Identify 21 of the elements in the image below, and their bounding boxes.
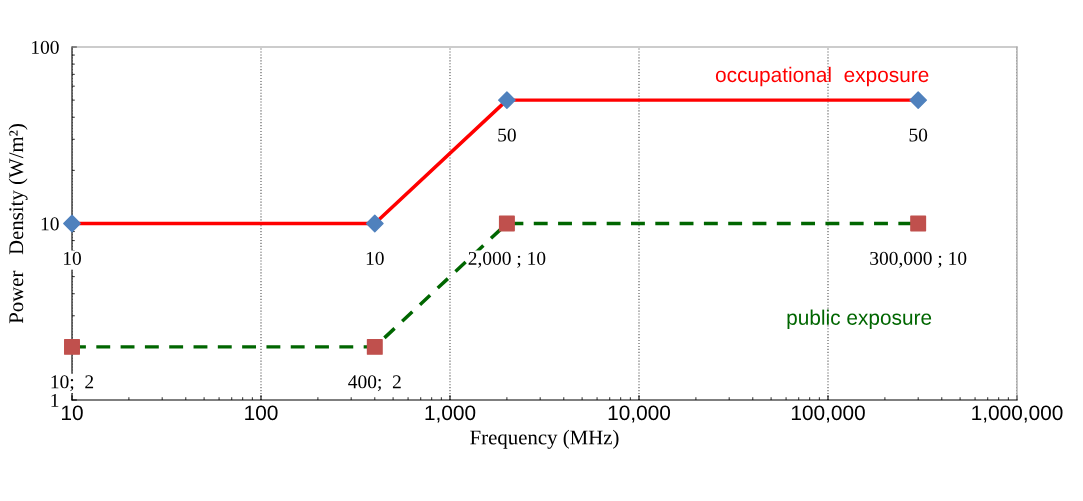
data-label: 300,000 ; 10 [870,251,967,268]
x-tick-label: 100 [245,405,278,421]
data-label: 10; 2 [51,375,94,392]
y-tick-label: 100 [32,40,59,54]
data-label: 2,000 ; 10 [468,251,546,268]
data-label: 400; 2 [348,375,401,392]
y-tick-label: 10 [41,217,59,231]
y-axis-title: Power Density (W/m²) [8,124,28,324]
text: public exposure [787,309,932,330]
data-label: 10 [63,251,81,265]
data-label: 50 [498,128,516,142]
x-tick-label: 1,000 [425,405,476,423]
y-tick-label: 1 [51,393,59,407]
series-label: occupational exposure [715,66,929,87]
x-tick-label: 10,000 [608,405,671,423]
data-label: 10 [366,251,384,265]
data-label: 50 [909,128,928,142]
x-tick-label: 100,000 [791,405,865,423]
x-axis-title: Frequency (MHz) [470,429,619,449]
x-tick-label: 10 [62,405,83,421]
x-tick-label: 1,000,000 [972,405,1063,423]
